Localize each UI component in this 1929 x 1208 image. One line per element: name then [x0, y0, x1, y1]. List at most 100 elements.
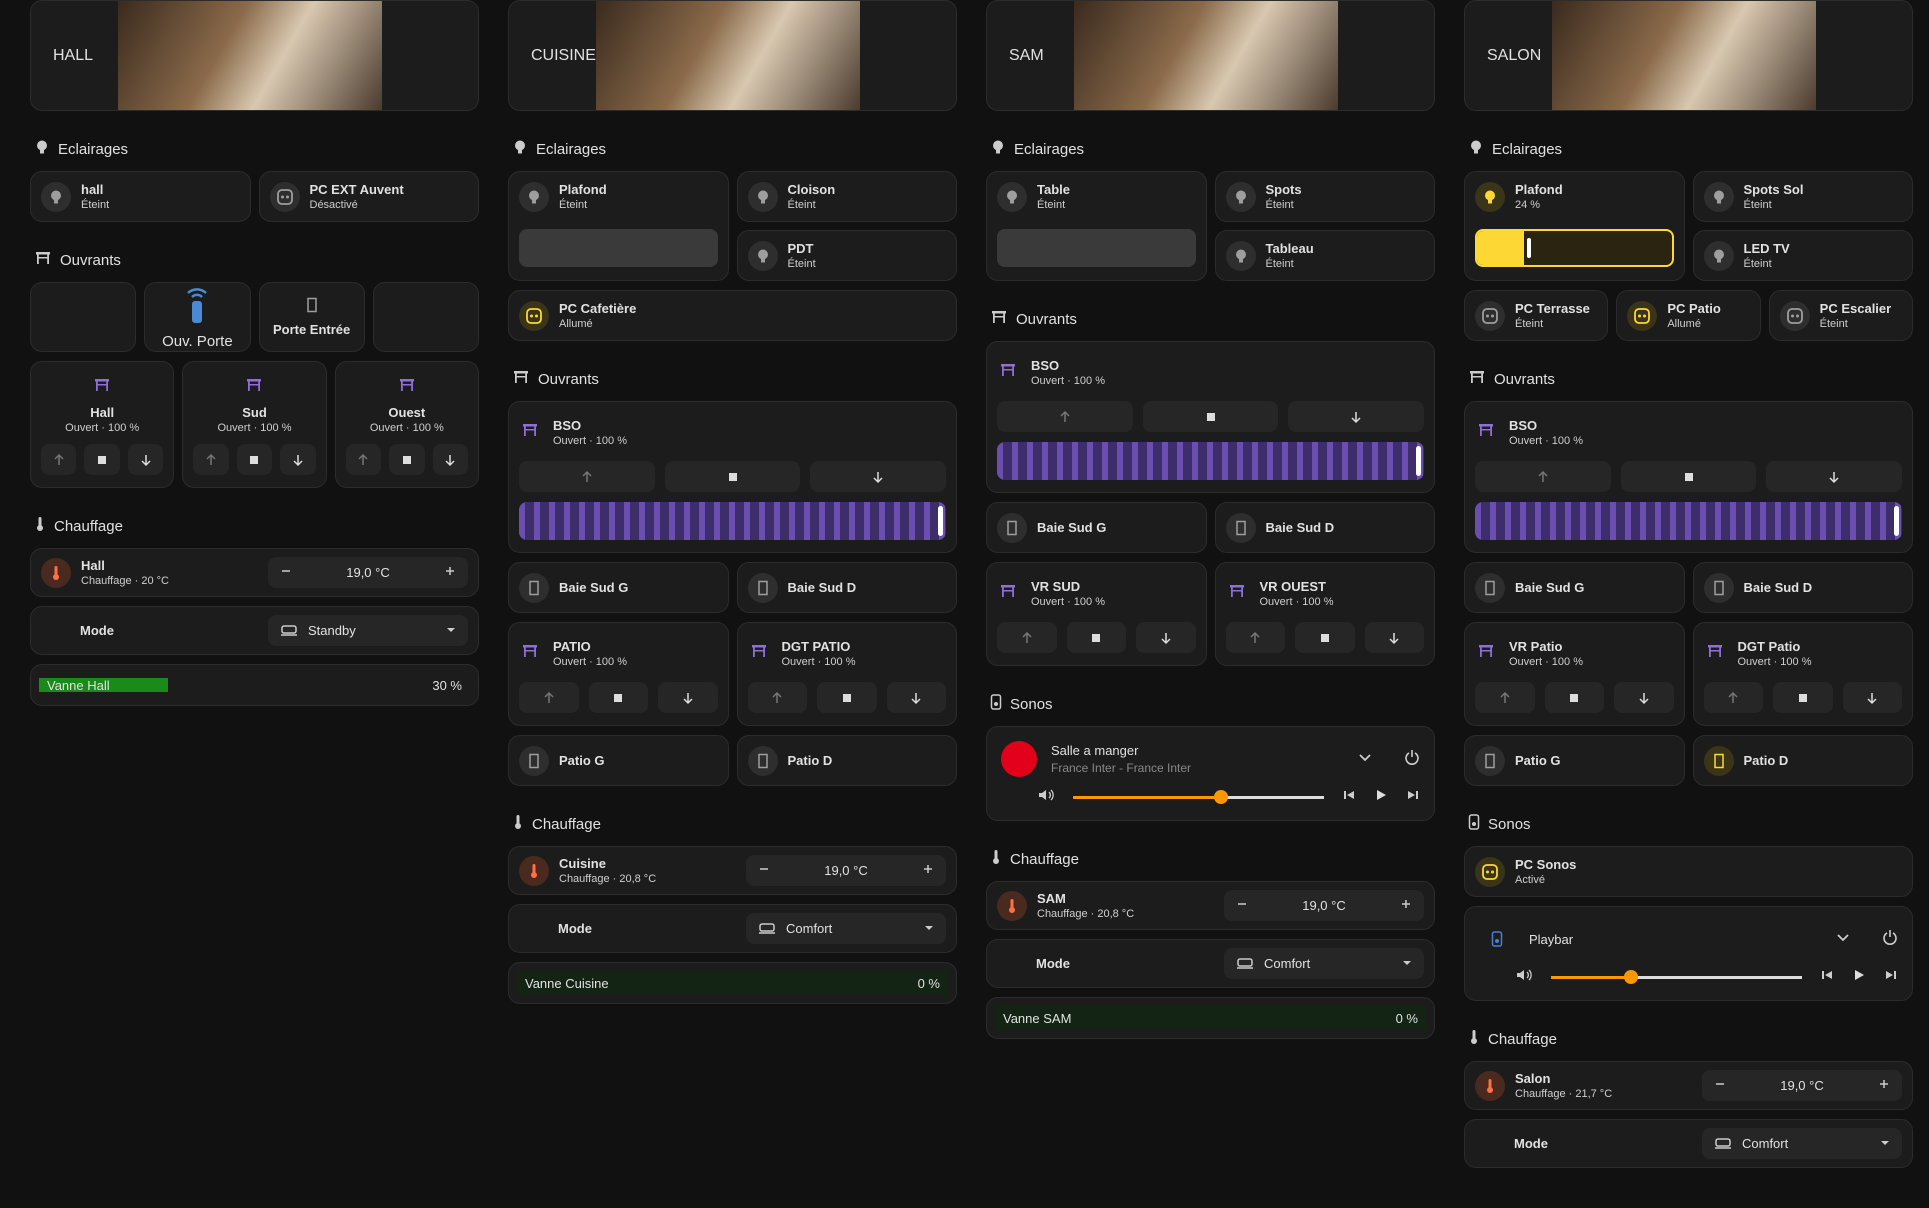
tile-card[interactable]: Baie Sud D [1214, 502, 1435, 553]
button-down[interactable] [1614, 682, 1674, 713]
tile-card[interactable]: Plafond Éteint [508, 171, 729, 281]
tile-card[interactable]: Patio D [736, 735, 957, 786]
button-down[interactable] [127, 444, 164, 475]
tile-card[interactable]: hall Éteint [30, 171, 251, 222]
tile-card[interactable]: PC Escalier Éteint [1768, 290, 1913, 341]
tile-card[interactable]: Baie Sud D [1692, 562, 1913, 613]
button-up[interactable] [1703, 682, 1763, 713]
area-header[interactable]: HALL [30, 0, 479, 111]
button-down[interactable] [1136, 622, 1196, 653]
tile-card[interactable]: Plafond 24 % [1464, 171, 1685, 281]
button-up[interactable] [345, 444, 382, 475]
tile-card[interactable]: PC Patio Allumé [1616, 290, 1761, 341]
button-stop[interactable] [817, 682, 877, 713]
button-down[interactable] [886, 682, 946, 713]
tile-card[interactable]: Spots Éteint [1214, 171, 1435, 222]
minus-button[interactable] [758, 863, 770, 878]
section-icon [34, 516, 46, 536]
area-header[interactable]: SALON [1464, 0, 1913, 111]
button-down[interactable] [1766, 461, 1903, 492]
button-up[interactable] [1475, 682, 1535, 713]
button-next[interactable] [1406, 788, 1420, 807]
area-header[interactable]: CUISINE [508, 0, 957, 111]
tile-card[interactable]: Spots Sol Éteint [1692, 171, 1913, 222]
tile-card[interactable]: PC Terrasse Éteint [1464, 290, 1609, 341]
tile-card[interactable]: Patio G [508, 735, 729, 786]
media-power[interactable] [1882, 929, 1898, 950]
media-power[interactable] [1404, 749, 1420, 770]
tile-card[interactable]: Baie Sud G [508, 562, 729, 613]
mode-select[interactable]: Comfort [1224, 948, 1424, 979]
action-button[interactable]: Ouv. Porte [144, 282, 251, 352]
minus-button[interactable] [1236, 898, 1248, 913]
button-stop[interactable] [1544, 682, 1604, 713]
icon-graphic [1039, 789, 1054, 801]
action-button[interactable] [372, 282, 479, 352]
button-up[interactable] [41, 444, 77, 475]
button-stop[interactable] [1620, 461, 1757, 492]
button-stop[interactable] [664, 461, 801, 492]
button-up[interactable] [997, 622, 1057, 653]
plus-button[interactable] [1878, 1078, 1890, 1093]
icon-shape [752, 650, 765, 652]
button-stop[interactable] [236, 444, 273, 475]
tile-card[interactable]: Baie Sud G [986, 502, 1207, 553]
button-stop[interactable] [1066, 622, 1126, 653]
tile-card[interactable]: Table Éteint [986, 171, 1207, 281]
button-stop[interactable] [389, 444, 425, 475]
button-down[interactable] [432, 444, 468, 475]
button-stop[interactable] [588, 682, 648, 713]
tile-card[interactable]: PDT Éteint [736, 230, 957, 281]
tile-card[interactable]: LED TV Éteint [1692, 230, 1913, 281]
button-play[interactable] [1852, 968, 1866, 987]
volume-slider[interactable] [1551, 970, 1802, 984]
button-up[interactable] [193, 444, 229, 475]
media-expand[interactable] [1836, 930, 1850, 949]
mode-select[interactable]: Comfort [746, 913, 946, 944]
button-down[interactable] [810, 461, 947, 492]
button-play[interactable] [1374, 788, 1388, 807]
button-up[interactable] [1225, 622, 1285, 653]
plus-button[interactable] [444, 565, 456, 580]
action-button[interactable]: Porte Entrée [258, 282, 365, 352]
tile-card[interactable]: Baie Sud D [736, 562, 957, 613]
tile-card[interactable]: PC EXT Auvent Désactivé [258, 171, 479, 222]
button-up[interactable] [519, 461, 655, 492]
button-stop[interactable] [1295, 622, 1355, 653]
plus-button[interactable] [922, 863, 934, 878]
button-up[interactable] [1475, 461, 1611, 492]
area-header[interactable]: SAM [986, 0, 1435, 111]
tile-card[interactable]: Tableau Éteint [1214, 230, 1435, 281]
button-next[interactable] [1884, 968, 1898, 987]
icon-graphic [1401, 900, 1410, 908]
tile-card[interactable]: Patio D [1692, 735, 1913, 786]
mode-select[interactable]: Comfort [1702, 1128, 1902, 1159]
media-expand[interactable] [1358, 750, 1372, 769]
button-up[interactable] [747, 682, 807, 713]
button-down[interactable] [658, 682, 718, 713]
minus-button[interactable] [1714, 1078, 1726, 1093]
button-prev[interactable] [1820, 968, 1834, 987]
volume-slider[interactable] [1073, 790, 1324, 804]
mode-select[interactable]: Standby [268, 615, 468, 646]
minus-button[interactable] [280, 565, 292, 580]
button-up[interactable] [519, 682, 579, 713]
button-down[interactable] [1842, 682, 1902, 713]
icon-graphic [1001, 585, 1015, 597]
tile-card[interactable]: Patio G [1464, 735, 1685, 786]
button-down[interactable] [1364, 622, 1424, 653]
button-down[interactable] [1288, 401, 1425, 432]
button-stop[interactable] [1142, 401, 1279, 432]
button-down[interactable] [280, 444, 316, 475]
button-up[interactable] [997, 401, 1133, 432]
button-stop[interactable] [1773, 682, 1833, 713]
tile-card[interactable]: Baie Sud G [1464, 562, 1685, 613]
tile-card[interactable]: PC Sonos Activé [1464, 846, 1913, 897]
action-button[interactable] [30, 282, 137, 352]
plus-button[interactable] [1400, 898, 1412, 913]
tile-card[interactable]: PC Cafetière Allumé [508, 290, 957, 341]
button-stop[interactable] [84, 444, 120, 475]
cover-buttons [1475, 682, 1674, 713]
button-prev[interactable] [1342, 788, 1356, 807]
tile-card[interactable]: Cloison Éteint [736, 171, 957, 222]
